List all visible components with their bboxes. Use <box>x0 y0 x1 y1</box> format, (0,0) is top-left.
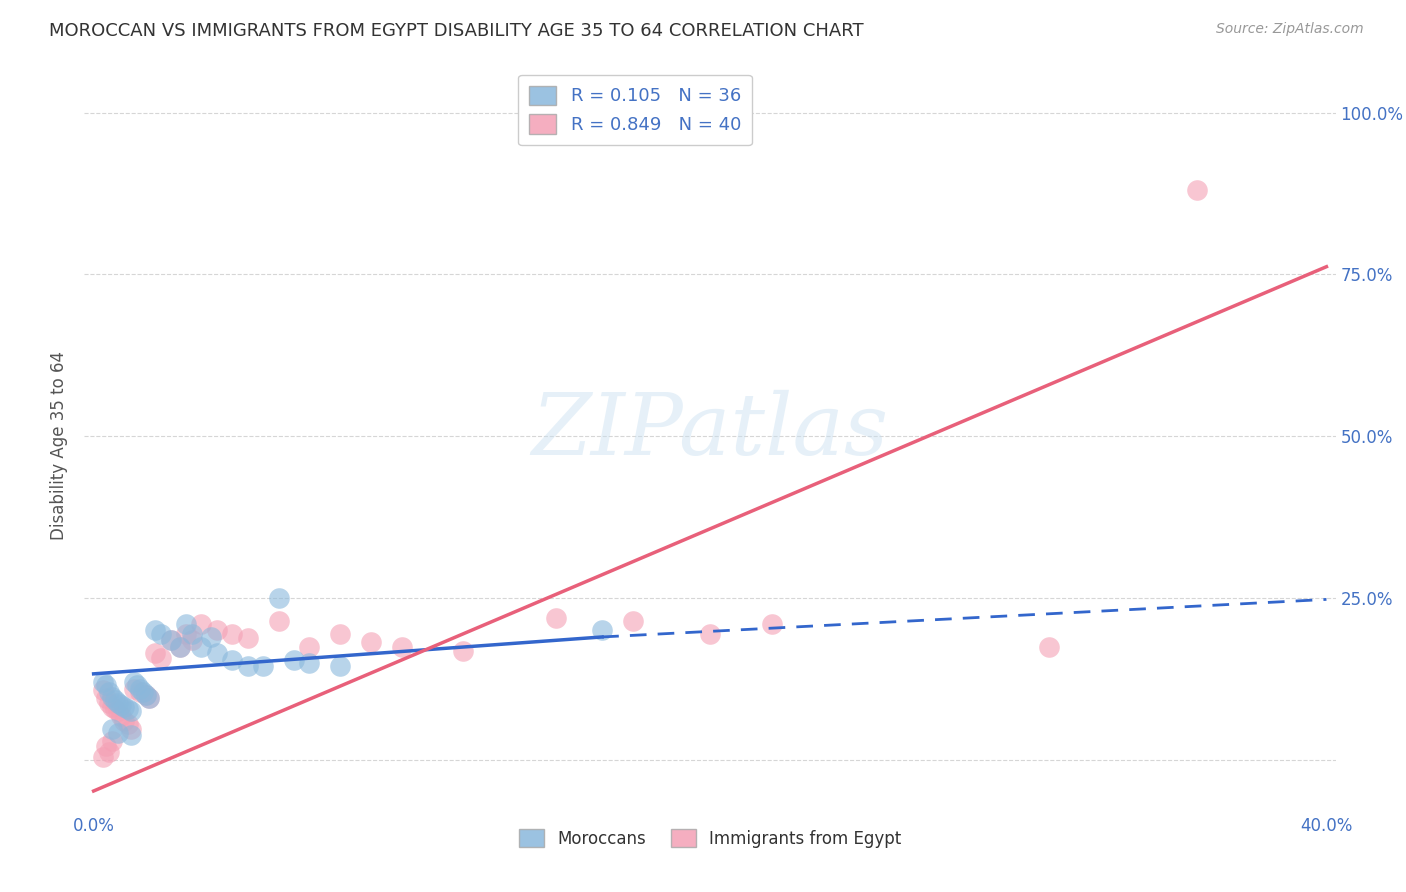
Point <box>125 678 148 692</box>
Point <box>101 699 124 714</box>
Point <box>122 681 145 696</box>
Point <box>135 688 157 702</box>
Point <box>101 733 124 747</box>
Point <box>169 640 191 654</box>
Point <box>174 617 197 632</box>
Text: Source: ZipAtlas.com: Source: ZipAtlas.com <box>1216 22 1364 37</box>
Point <box>91 749 114 764</box>
Point <box>143 624 166 638</box>
Point <box>138 691 160 706</box>
Point <box>120 728 142 742</box>
Point <box>107 705 129 719</box>
Point <box>360 635 382 649</box>
Point <box>94 678 117 692</box>
Point <box>98 685 121 699</box>
Point <box>98 745 121 759</box>
Point <box>699 626 721 640</box>
Point <box>391 640 413 654</box>
Point <box>298 640 321 654</box>
Point <box>283 652 305 666</box>
Point <box>91 675 114 690</box>
Point <box>159 633 181 648</box>
Point <box>591 624 613 638</box>
Point <box>329 626 352 640</box>
Text: ZIPatlas: ZIPatlas <box>531 390 889 473</box>
Point <box>205 646 228 660</box>
Point <box>1038 640 1060 654</box>
Point <box>132 685 155 699</box>
Y-axis label: Disability Age 35 to 64: Disability Age 35 to 64 <box>51 351 69 541</box>
Point <box>453 644 475 658</box>
Point <box>169 640 191 654</box>
Point <box>138 691 160 706</box>
Point <box>298 656 321 670</box>
Point <box>135 688 157 702</box>
Point <box>150 626 173 640</box>
Point <box>112 714 135 728</box>
Point <box>107 696 129 710</box>
Point <box>143 646 166 660</box>
Point <box>1185 183 1208 197</box>
Point <box>267 591 290 606</box>
Point <box>94 691 117 706</box>
Point <box>174 626 197 640</box>
Point <box>150 650 173 665</box>
Point <box>91 683 114 698</box>
Point <box>544 610 567 624</box>
Point <box>205 624 228 638</box>
Point <box>329 659 352 673</box>
Point <box>190 617 212 632</box>
Point <box>120 722 142 736</box>
Point <box>236 632 259 646</box>
Point <box>128 685 150 699</box>
Point <box>221 652 243 666</box>
Point <box>190 640 212 654</box>
Point <box>159 633 181 648</box>
Point <box>761 617 783 632</box>
Point <box>98 696 121 710</box>
Point <box>236 659 259 673</box>
Point <box>117 717 139 731</box>
Point <box>104 693 127 707</box>
Point <box>122 675 145 690</box>
Point <box>267 614 290 628</box>
Point <box>181 633 204 648</box>
Legend: Moroccans, Immigrants from Egypt: Moroccans, Immigrants from Egypt <box>512 822 908 855</box>
Point <box>94 739 117 753</box>
Point <box>107 725 129 739</box>
Point <box>128 681 150 696</box>
Point <box>252 659 274 673</box>
Point <box>621 614 644 628</box>
Point <box>120 705 142 719</box>
Point <box>112 699 135 714</box>
Point <box>181 626 204 640</box>
Point <box>200 630 222 644</box>
Text: MOROCCAN VS IMMIGRANTS FROM EGYPT DISABILITY AGE 35 TO 64 CORRELATION CHART: MOROCCAN VS IMMIGRANTS FROM EGYPT DISABI… <box>49 22 863 40</box>
Point <box>101 722 124 736</box>
Point <box>104 702 127 716</box>
Point <box>101 690 124 704</box>
Point <box>110 698 132 712</box>
Point <box>110 709 132 723</box>
Point <box>221 626 243 640</box>
Point <box>117 702 139 716</box>
